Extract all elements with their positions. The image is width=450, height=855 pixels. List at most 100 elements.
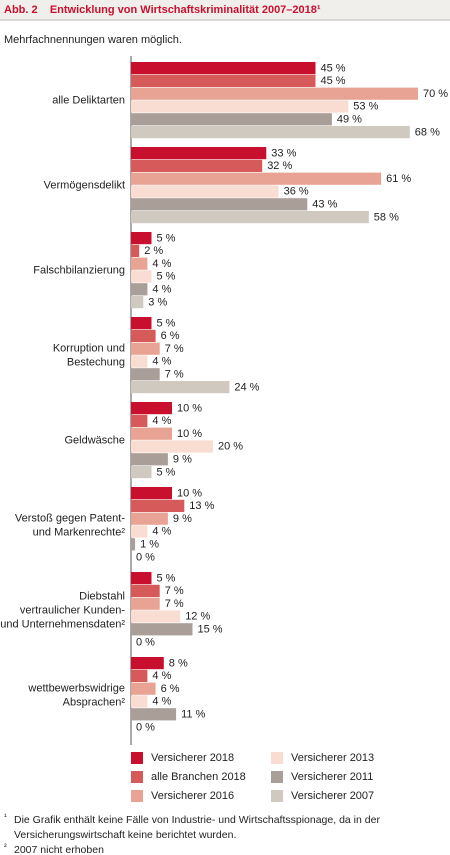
bar <box>131 610 181 623</box>
legend-label: alle Branchen 2018 <box>151 771 246 783</box>
bar <box>131 283 148 296</box>
category-label: Diebstahl <box>79 590 125 602</box>
value-label: 45 % <box>321 75 346 87</box>
value-label: 49 % <box>337 114 362 126</box>
bar <box>131 126 410 139</box>
footnote-mark: ² <box>4 842 7 851</box>
legend-label: Versicherer 2007 <box>291 790 374 802</box>
bar <box>131 211 369 224</box>
bar <box>131 572 152 585</box>
chart-subtitle: Mehrfachnennungen waren möglich. <box>4 34 182 46</box>
value-label: 2 % <box>144 245 163 257</box>
bar <box>131 381 230 394</box>
bar <box>131 100 349 113</box>
value-label: 6 % <box>161 683 180 695</box>
legend-label: Versicherer 2013 <box>291 752 374 764</box>
value-label: 0 % <box>136 551 155 563</box>
legend-swatch <box>131 771 143 783</box>
bar <box>131 657 164 670</box>
category-label: Bestechung <box>67 356 125 368</box>
footnote-text: Versicherungswirtschaft keine berichtet … <box>14 829 236 841</box>
value-label: 61 % <box>386 173 411 185</box>
bar <box>131 466 152 479</box>
bar <box>131 623 193 636</box>
value-label: 4 % <box>152 258 171 270</box>
value-label: 5 % <box>157 317 176 329</box>
bar <box>131 597 160 610</box>
bar <box>131 538 136 551</box>
value-label: 4 % <box>152 284 171 296</box>
value-label: 12 % <box>185 611 210 623</box>
bar <box>131 232 152 245</box>
footnote-text: 2007 nicht erhoben <box>14 844 104 855</box>
value-label: 7 % <box>165 369 184 381</box>
bar <box>131 414 148 427</box>
legend-swatch <box>131 790 143 802</box>
value-label: 4 % <box>152 415 171 427</box>
value-label: 5 % <box>157 466 176 478</box>
value-label: 10 % <box>177 402 202 414</box>
category-label: Absprachen² <box>63 696 126 708</box>
value-label: 70 % <box>423 88 448 100</box>
bar <box>131 87 418 100</box>
bar <box>131 427 172 440</box>
value-label: 4 % <box>152 670 171 682</box>
value-label: 7 % <box>165 598 184 610</box>
footnote-text: Die Grafik enthält keine Fälle von Indus… <box>14 814 380 826</box>
bar <box>131 329 156 342</box>
bar <box>131 355 148 368</box>
category-label: und Unternehmensdaten² <box>0 618 125 630</box>
category-label: Verstoß gegen Patent- <box>15 512 125 524</box>
value-label: 4 % <box>152 696 171 708</box>
bar <box>131 74 316 87</box>
chart-title: Abb. 2 Entwicklung von Wirtschaftskrimin… <box>4 4 321 16</box>
legend-swatch <box>271 771 283 783</box>
value-label: 1 % <box>140 539 159 551</box>
bar <box>131 368 160 381</box>
value-label: 10 % <box>177 487 202 499</box>
value-label: 11 % <box>181 709 205 721</box>
value-label: 0 % <box>136 721 155 733</box>
value-label: 4 % <box>152 526 171 538</box>
bar <box>131 708 177 721</box>
bar <box>131 487 172 500</box>
bar <box>131 453 168 466</box>
value-label: 32 % <box>267 160 292 172</box>
bar <box>131 525 148 538</box>
value-label: 20 % <box>218 441 243 453</box>
bar <box>131 147 267 160</box>
value-label: 36 % <box>284 186 309 198</box>
category-label: Geldwäsche <box>64 434 125 446</box>
value-label: 9 % <box>173 513 192 525</box>
legend-label: Versicherer 2018 <box>151 752 234 764</box>
bar <box>131 440 213 453</box>
legend-label: Versicherer 2016 <box>151 790 234 802</box>
category-label: Vermögensdelikt <box>44 179 125 191</box>
bar <box>131 296 144 309</box>
bar <box>131 244 140 257</box>
legend-swatch <box>271 790 283 802</box>
value-label: 7 % <box>165 585 184 597</box>
category-label: Korruption und <box>53 342 125 354</box>
bar <box>131 342 160 355</box>
value-label: 4 % <box>152 356 171 368</box>
bar <box>131 62 316 75</box>
value-label: 5 % <box>157 572 176 584</box>
bar <box>131 172 382 185</box>
bar <box>131 257 148 270</box>
footnote-mark: ¹ <box>4 812 7 821</box>
value-label: 58 % <box>374 211 399 223</box>
value-label: 8 % <box>169 657 188 669</box>
value-label: 5 % <box>157 271 176 283</box>
category-label: alle Deliktarten <box>52 94 125 106</box>
category-label: und Markenrechte² <box>33 526 126 538</box>
value-label: 13 % <box>189 500 214 512</box>
value-label: 7 % <box>165 343 184 355</box>
bar <box>131 113 332 126</box>
title-band <box>0 0 450 20</box>
legend-swatch <box>271 752 283 764</box>
value-label: 33 % <box>271 147 296 159</box>
value-label: 9 % <box>173 454 192 466</box>
value-label: 3 % <box>148 296 167 308</box>
